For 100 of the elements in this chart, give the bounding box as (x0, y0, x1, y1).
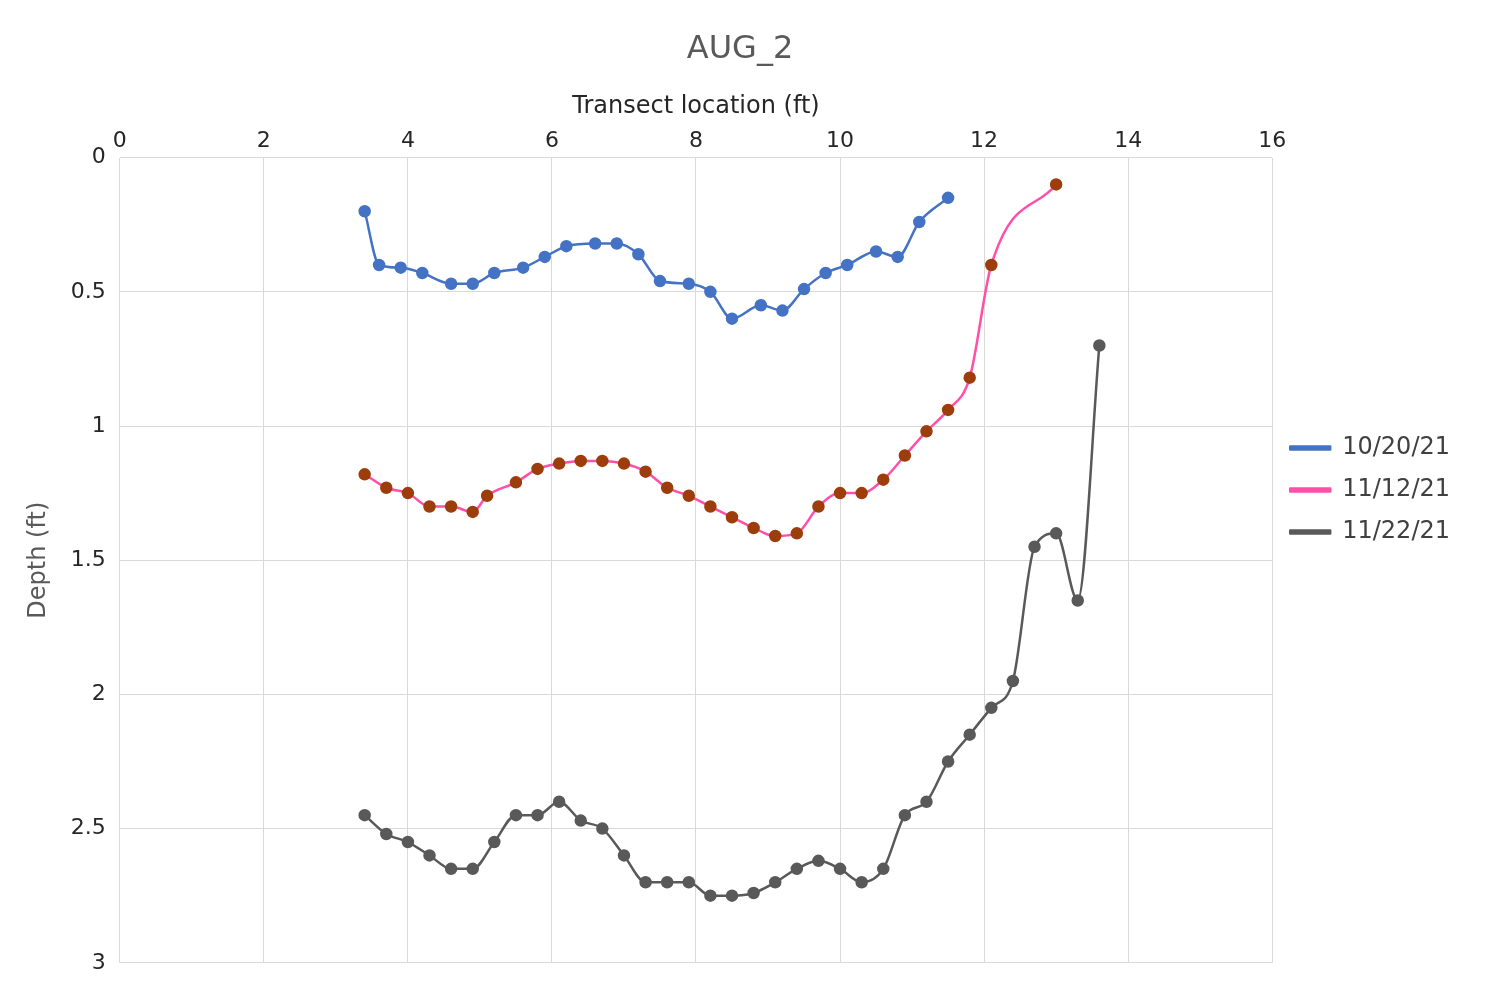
point (963, 728, 976, 741)
point (963, 371, 976, 384)
point (898, 449, 912, 462)
point (466, 505, 479, 519)
point (920, 795, 933, 809)
point (509, 476, 523, 489)
point (855, 486, 868, 500)
point (531, 808, 544, 822)
point (401, 835, 415, 849)
x-tick-label: 12 (970, 127, 999, 153)
y-tick-label: 0.5 (70, 277, 106, 303)
point (1049, 527, 1063, 540)
point (358, 808, 371, 822)
x-tick-label: 8 (689, 127, 703, 153)
point (877, 473, 890, 486)
point (913, 215, 926, 229)
point (574, 814, 588, 827)
point (552, 457, 566, 470)
point (358, 468, 371, 481)
y-tick-label: 1.5 (70, 545, 106, 571)
point (855, 876, 868, 889)
point (617, 457, 631, 470)
y-axis-title: Depth (ft) (22, 501, 51, 619)
point (833, 486, 847, 500)
point (682, 876, 696, 889)
x-tick-label: 10 (826, 127, 855, 153)
point (639, 876, 652, 889)
point (768, 876, 782, 889)
point (444, 862, 458, 876)
x-tick-label: 0 (112, 127, 127, 153)
point (1006, 674, 1020, 688)
point (610, 237, 624, 250)
y-tick-label: 3 (91, 948, 106, 974)
point (1049, 178, 1063, 191)
point (985, 258, 998, 272)
point (797, 282, 811, 296)
point (596, 822, 609, 835)
point (466, 277, 479, 290)
chart-title: AUG_2 (686, 27, 794, 66)
point (841, 258, 854, 272)
point (1093, 339, 1106, 352)
point (812, 854, 825, 868)
point (833, 862, 847, 876)
point (660, 876, 674, 889)
point (380, 827, 393, 841)
point (358, 205, 371, 218)
point (372, 258, 386, 272)
point (941, 191, 955, 205)
x-tick-label: 2 (256, 127, 271, 153)
point (423, 849, 436, 862)
point (639, 465, 652, 478)
point (1028, 540, 1041, 554)
point (682, 277, 696, 290)
point (725, 312, 739, 325)
point (725, 889, 739, 902)
y-tick-label: 1 (91, 411, 106, 437)
legend-label: 10/20/21 (1342, 432, 1451, 461)
point (725, 511, 739, 524)
point (768, 529, 782, 543)
point (898, 808, 912, 822)
x-tick-label: 4 (400, 127, 415, 153)
point (941, 403, 955, 417)
y-tick-label: 0 (91, 143, 106, 169)
point (574, 454, 588, 468)
point (632, 247, 645, 261)
point (444, 500, 458, 513)
point (466, 862, 479, 876)
point (416, 266, 429, 280)
point (812, 500, 825, 513)
point (596, 454, 609, 468)
point (588, 237, 602, 250)
point (488, 835, 501, 849)
point (704, 889, 717, 902)
y-tick-label: 2 (91, 680, 106, 706)
point (423, 500, 436, 513)
point (531, 462, 544, 476)
x-tick-label: 16 (1258, 127, 1287, 153)
point (1071, 594, 1084, 607)
point (704, 500, 717, 513)
point (891, 250, 904, 264)
point (747, 521, 760, 535)
point (380, 481, 393, 494)
point (660, 481, 674, 494)
point (920, 425, 933, 438)
point (560, 239, 573, 253)
point (754, 298, 768, 312)
point (394, 261, 407, 274)
legend-label: 11/12/21 (1342, 474, 1451, 503)
point (790, 527, 804, 540)
x-tick-label: 6 (544, 127, 559, 153)
point (480, 489, 494, 503)
point (401, 486, 415, 500)
point (538, 250, 551, 264)
point (552, 795, 566, 809)
point (985, 701, 998, 715)
point (747, 886, 760, 900)
point (819, 266, 832, 280)
point (509, 808, 523, 822)
x-axis-title: Transect location (ft) (571, 91, 820, 120)
point (682, 489, 696, 503)
